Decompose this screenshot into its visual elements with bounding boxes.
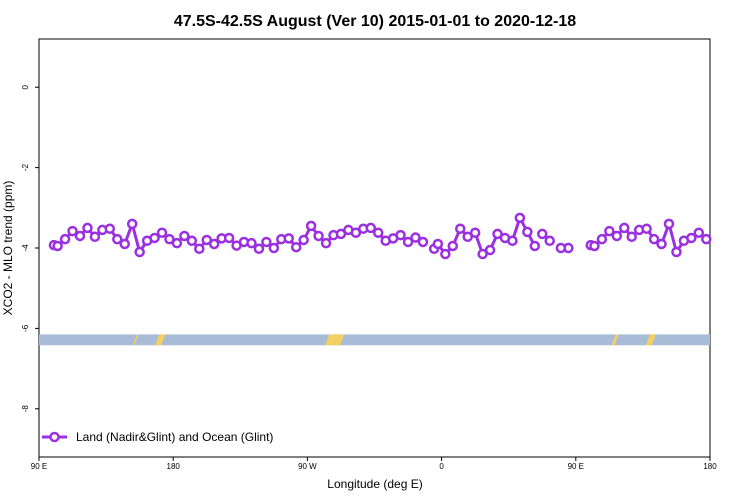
data-point [126,218,138,230]
data-point [522,226,533,238]
data-point [74,230,86,242]
data-point [410,232,421,243]
land-span [155,334,166,346]
data-point [619,222,630,234]
legend-marker [49,431,60,443]
data-point [529,240,541,252]
data-point [194,243,205,255]
data-point [365,222,377,234]
data-point [305,220,317,232]
data-point [149,232,160,244]
y-tick-label: 0 [21,84,30,89]
x-axis: 90 E 180 90 W 0 90 E 180 [31,457,717,471]
data-point [507,235,518,247]
data-point [156,227,168,238]
data-point [112,233,123,245]
data-point [492,228,503,240]
data-point [201,234,212,246]
data-point [596,233,608,245]
data-point [604,225,615,237]
legend-label: Land (Nadir&Glint) and Ocean (Glint) [76,430,273,444]
data-point [313,230,324,242]
data-point [663,218,675,230]
data-point [164,233,175,245]
data-point [447,240,459,252]
data-point [67,225,78,237]
data-point [484,244,496,256]
data-point [537,228,548,240]
data-point [402,236,414,248]
data-point [350,227,362,238]
y-axis: 0 -2 -4 -6 -8 [21,84,39,412]
data-point [440,248,451,260]
data-point [223,232,235,244]
land-span [132,334,139,346]
legend: Land (Nadir&Glint) and Ocean (Glint) [42,430,273,444]
ocean-band [39,334,710,346]
data-point [186,235,198,247]
data-point [477,248,488,260]
data-point [544,235,555,247]
data-point [417,236,429,248]
y-tick-label: -6 [21,324,30,332]
x-tick-label: 90 W [298,462,317,471]
data-point [283,233,295,244]
x-tick-label: 180 [703,462,717,471]
data-point [648,233,660,245]
data-point [261,236,272,248]
x-tick-label: 90 E [31,462,47,471]
data-point [253,243,265,255]
chart-title: 47.5S-42.5S August (Ver 10) 2015-01-01 t… [174,13,576,30]
data-point [82,222,93,234]
data-point [290,241,302,253]
data-point [686,232,697,244]
data-point [432,238,444,250]
x-axis-label: Longitude (deg E) [327,477,422,491]
data-point [641,223,652,234]
data-point [514,212,526,224]
data-point [693,227,705,238]
data-point [171,237,183,249]
data-point [454,223,466,234]
data-point [589,240,600,252]
data-point [52,240,63,252]
series-layer [48,212,712,260]
data-point [104,223,116,234]
data-point [246,237,257,249]
data-point [335,228,347,240]
data-point [89,231,101,242]
data-point [208,238,220,250]
x-tick-label: 0 [439,462,444,471]
data-point [462,231,473,242]
data-point [656,238,667,250]
data-point [395,229,406,241]
data-point [611,230,623,242]
data-point [59,233,71,245]
data-point [469,227,481,238]
data-point [119,238,130,250]
y-tick-label: -8 [21,405,30,413]
data-point [671,246,682,258]
data-point [626,231,637,242]
y-tick-label: -4 [21,244,30,252]
data-point [298,234,309,246]
data-point [268,242,280,254]
x-tick-label: 180 [167,462,181,471]
y-tick-label: -2 [21,164,30,172]
data-point [555,242,567,254]
x-tick-label: 90 E [568,462,584,471]
data-point [701,233,712,245]
data-point [179,230,190,242]
data-point [320,237,332,249]
data-point [134,246,145,258]
data-point [372,227,384,238]
land-span [325,334,345,346]
land-ocean-strip [39,334,710,346]
land-span [611,334,619,346]
land-span [645,334,656,346]
y-axis-label: XCO2 - MLO trend (ppm) [1,181,15,316]
